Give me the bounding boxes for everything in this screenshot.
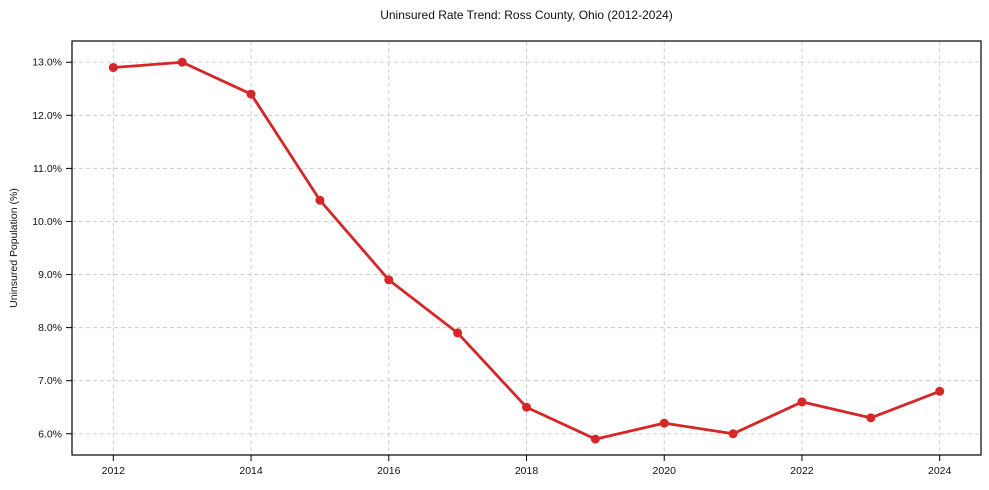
- y-tick-label: 11.0%: [33, 163, 62, 175]
- y-tick-label: 6.0%: [38, 428, 62, 440]
- data-point: [590, 434, 600, 444]
- data-point: [453, 328, 463, 338]
- x-tick-label: 2012: [102, 465, 126, 477]
- data-point: [797, 397, 807, 407]
- data-point: [522, 402, 531, 412]
- y-tick-label: 13.0%: [32, 57, 62, 69]
- data-point: [246, 89, 256, 99]
- data-point: [728, 429, 738, 439]
- data-point: [935, 386, 945, 396]
- y-tick-label: 10.0%: [32, 216, 62, 228]
- y-tick-label: 9.0%: [38, 269, 62, 281]
- x-tick-label: 2024: [928, 465, 952, 477]
- y-tick-label: 12.0%: [32, 110, 62, 122]
- x-tick-label: 2020: [653, 465, 677, 477]
- data-point: [177, 57, 187, 67]
- y-tick-label: 7.0%: [38, 375, 62, 387]
- y-axis-label: Uninsured Population (%): [8, 188, 20, 308]
- y-tick-label: 8.0%: [38, 322, 62, 334]
- x-tick-label: 2016: [377, 465, 401, 477]
- x-tick-label: 2022: [790, 465, 814, 477]
- data-point: [866, 413, 876, 423]
- x-tick-label: 2018: [515, 465, 539, 477]
- chart-title: Uninsured Rate Trend: Ross County, Ohio …: [380, 8, 673, 22]
- data-point: [315, 195, 325, 205]
- data-point: [659, 418, 669, 428]
- x-tick-label: 2014: [239, 465, 263, 477]
- data-point: [384, 275, 394, 285]
- data-point: [108, 63, 118, 73]
